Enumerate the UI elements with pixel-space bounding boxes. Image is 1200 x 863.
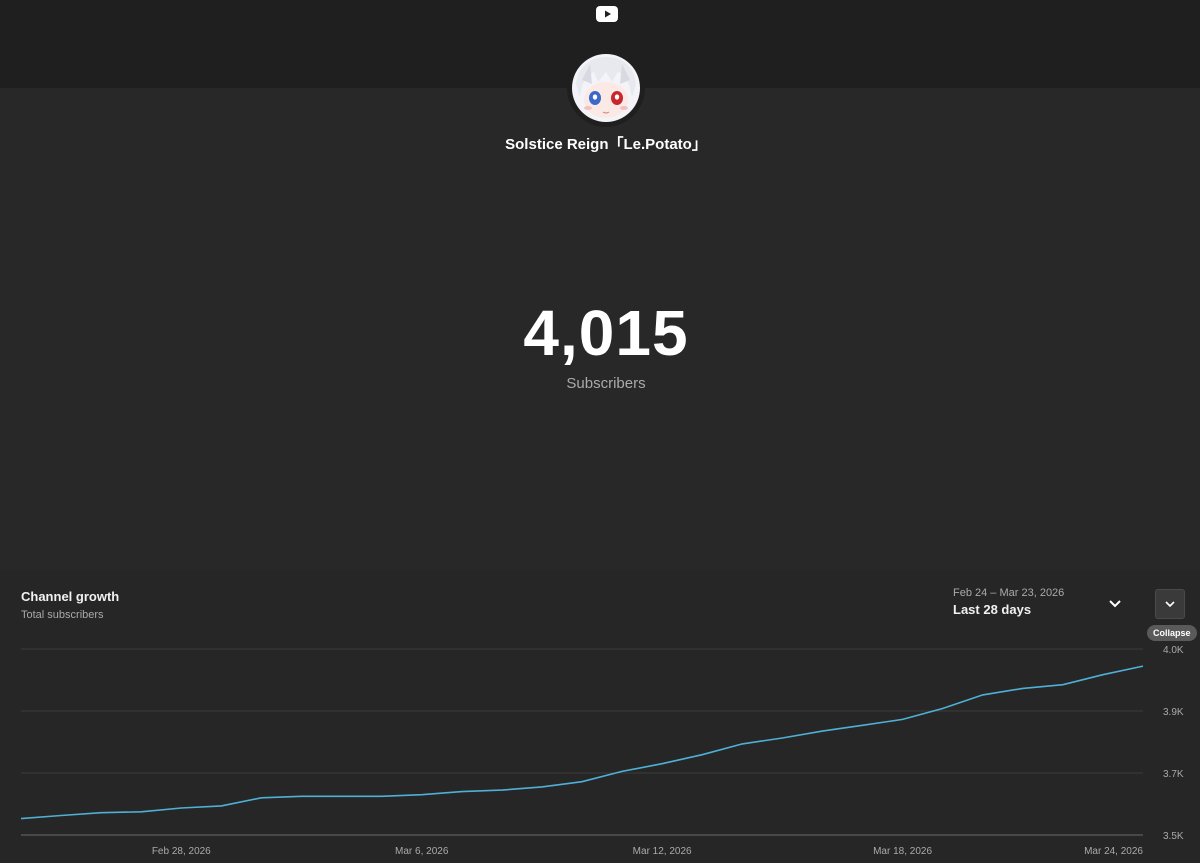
x-tick-label: Mar 24, 2026: [1084, 846, 1143, 857]
growth-chart: 3.5K 3.7K 3.9K 4.0K Feb 28, 2026 Mar 6, 2026 M…: [20, 645, 1184, 857]
range-label[interactable]: Last 28 days: [953, 602, 1032, 617]
avatar[interactable]: [567, 49, 645, 127]
x-tick-label: Mar 18, 2026: [873, 846, 932, 857]
growth-title: Channel growth: [21, 589, 120, 604]
collapse-button[interactable]: [1155, 589, 1185, 619]
y-tick-label: 3.9K: [1163, 707, 1184, 718]
collapse-tooltip: Collapse: [1147, 625, 1197, 641]
x-tick-label: Feb 28, 2026: [152, 846, 211, 857]
channel-name[interactable]: Solstice Reign「Le.Potato」: [505, 136, 707, 153]
channel-avatar-image: [572, 54, 640, 122]
x-tick-label: Mar 12, 2026: [633, 846, 692, 857]
subscriber-count: 4,015: [523, 297, 689, 369]
subscriber-line: [20, 665, 1144, 820]
y-tick-label: 4.0K: [1163, 645, 1184, 656]
growth-subtitle: Total subscribers: [21, 609, 104, 621]
chevron-down-icon: [1165, 601, 1175, 608]
y-tick-label: 3.7K: [1163, 769, 1184, 780]
x-tick-label: Mar 6, 2026: [395, 846, 449, 857]
y-tick-label: 3.5K: [1163, 831, 1184, 842]
subscriber-label: Subscribers: [566, 375, 646, 392]
channel-growth-panel: Channel growth Total subscribers Feb 24 …: [0, 570, 1200, 863]
youtube-play-icon[interactable]: [596, 6, 618, 22]
range-chevron-down-icon[interactable]: [1105, 594, 1125, 614]
date-range: Feb 24 – Mar 23, 2026: [953, 587, 1065, 599]
